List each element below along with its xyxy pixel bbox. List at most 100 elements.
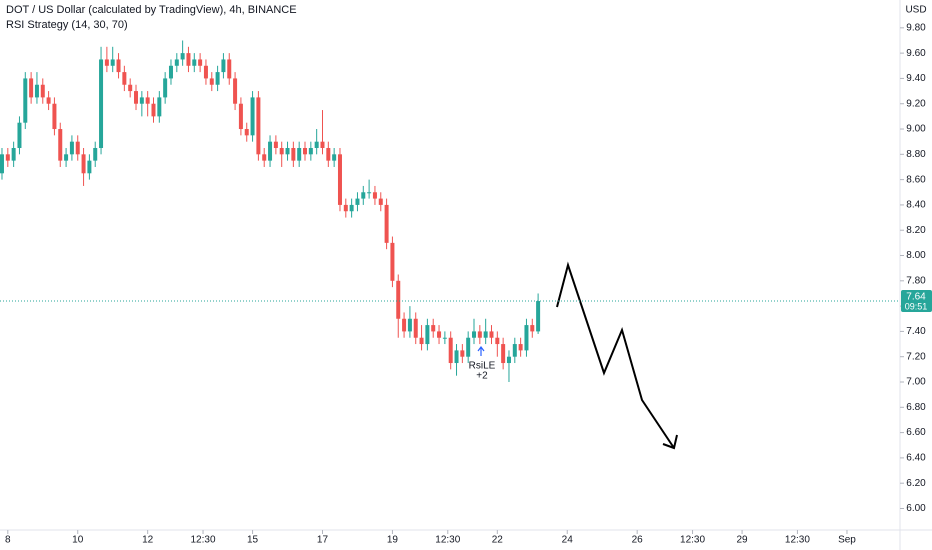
candle-body <box>361 192 366 199</box>
candle-body <box>52 103 57 130</box>
candle-body <box>291 147 296 161</box>
candle-body <box>23 78 28 123</box>
candle-body <box>11 147 16 161</box>
candle-body <box>174 59 179 66</box>
y-tick-label: 9.40 <box>906 73 926 84</box>
y-tick-label: 8.00 <box>906 250 926 261</box>
candle-body <box>372 192 377 199</box>
candle-body <box>524 325 529 351</box>
candle-body <box>128 84 133 92</box>
candle-body <box>489 331 494 338</box>
candle-body <box>349 204 354 212</box>
candle-body <box>413 318 418 338</box>
candle-body <box>378 198 383 205</box>
candle-body <box>390 242 395 281</box>
candle-body <box>419 337 424 345</box>
candle-body <box>29 78 34 98</box>
candle-body <box>145 97 150 104</box>
x-tick-label: 12:30 <box>435 535 460 546</box>
candle-body <box>268 141 273 161</box>
candle-body <box>495 337 500 345</box>
y-tick-label: 8.20 <box>906 225 926 236</box>
candle-body <box>209 78 214 85</box>
candle-body <box>279 147 284 155</box>
candle-body <box>34 84 39 98</box>
y-tick-label: 9.20 <box>906 98 926 109</box>
candle-body <box>233 78 238 104</box>
candle-body <box>238 103 243 130</box>
candle-body <box>5 154 10 161</box>
candle-body <box>168 65 173 79</box>
candle-body <box>501 344 506 364</box>
candle-body <box>384 204 389 243</box>
candle-body <box>343 204 348 212</box>
price-label: 7.64 <box>906 292 926 303</box>
x-tick-label: 15 <box>247 535 259 546</box>
candle-body <box>215 72 220 85</box>
candle-body <box>431 325 436 332</box>
x-tick-label: 29 <box>737 535 749 546</box>
candle-body <box>355 198 360 205</box>
y-tick-label: 7.00 <box>906 377 926 388</box>
candle-body <box>192 59 197 66</box>
signal-label: RsiLE <box>469 361 496 372</box>
candle-body <box>297 147 302 161</box>
candle-body <box>75 141 80 155</box>
candle-body <box>512 344 517 357</box>
y-tick-label: 9.80 <box>906 22 926 33</box>
candle-body <box>0 154 4 174</box>
candle-body <box>87 160 92 174</box>
candle-body <box>367 192 372 194</box>
candle-body <box>407 318 412 332</box>
candle-body <box>273 141 278 148</box>
candle-body <box>151 103 156 117</box>
y-tick-label: 6.40 <box>906 453 926 464</box>
candle-body <box>250 97 255 136</box>
candle-body <box>180 53 185 60</box>
y-tick-label: 6.60 <box>906 427 926 438</box>
candle-body <box>442 337 447 339</box>
candle-body <box>518 344 523 351</box>
candle-body <box>506 356 511 364</box>
candle-body <box>448 337 453 364</box>
candle-body <box>483 331 488 338</box>
candle-body <box>460 350 465 357</box>
candle-body <box>122 72 127 85</box>
candle-body <box>536 301 541 332</box>
candle-body <box>472 331 477 338</box>
candle-body <box>285 147 290 155</box>
x-tick-label: 12:30 <box>680 535 705 546</box>
price-label-box <box>901 290 932 313</box>
candle-body <box>139 97 144 104</box>
currency: USD <box>905 5 926 16</box>
x-tick-label: 12 <box>142 535 154 546</box>
x-tick-label: 10 <box>72 535 84 546</box>
candle-body <box>262 154 267 161</box>
x-tick-label: 24 <box>562 535 574 546</box>
candle-body <box>477 331 482 338</box>
candle-body <box>314 141 319 148</box>
candle-body <box>134 91 139 104</box>
candle-body <box>402 318 407 332</box>
candle-body <box>332 154 337 161</box>
candle-body <box>69 141 74 155</box>
candle-body <box>186 53 191 66</box>
candle-body <box>40 84 45 98</box>
candle-body <box>308 147 313 155</box>
candle-body <box>99 59 104 148</box>
candle-body <box>320 141 325 148</box>
drawing-arrowhead <box>662 434 678 450</box>
signal-arrow <box>477 346 485 356</box>
y-tick-label: 7.40 <box>906 326 926 337</box>
candle-body <box>17 122 22 148</box>
candle-body <box>116 59 121 73</box>
y-tick-label: 6.20 <box>906 478 926 489</box>
x-tick-label: 26 <box>632 535 644 546</box>
x-tick-label: Sep <box>838 535 856 546</box>
candle-body <box>110 59 115 66</box>
x-tick-label: 8 <box>5 535 11 546</box>
candle-body <box>81 154 86 174</box>
candle-body <box>157 97 162 117</box>
indicator-name: RSI Strategy (14, 30, 70) <box>6 19 128 31</box>
